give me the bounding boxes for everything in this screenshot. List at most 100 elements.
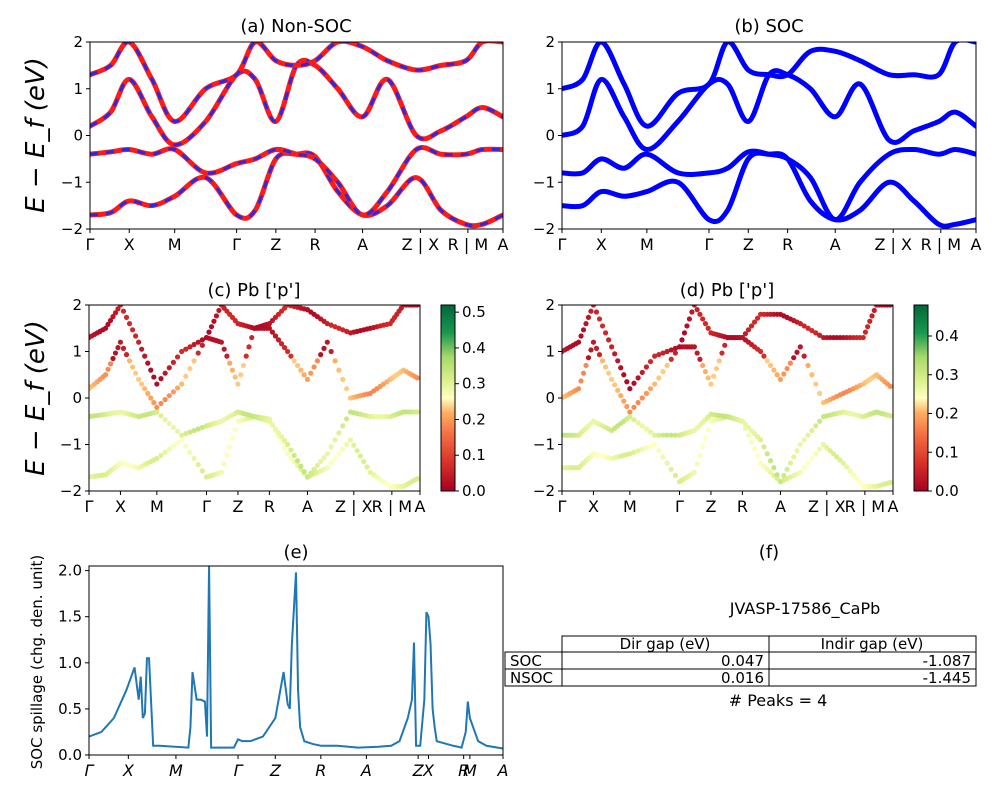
projected-dot [647,386,654,392]
x-tick-label: Z [270,235,281,254]
projected-dot [281,445,288,451]
projected-dot [797,344,803,350]
projected-dot [817,332,823,338]
projected-dot [158,376,164,382]
projected-dot [361,458,367,465]
projected-dot [133,333,139,339]
panel-f-title: (f) [759,542,779,563]
projected-dot [672,350,678,356]
x-tick-label: M [168,235,182,254]
projected-dot [708,381,714,387]
projected-dot [824,445,830,451]
projected-dot [281,345,288,351]
projected-dot [170,389,177,395]
projected-dot [716,358,722,364]
x-tick-label: X [122,761,135,780]
projected-dot [126,321,133,327]
projected-dot [154,404,160,410]
projected-dot [694,307,700,313]
projected-dot [652,381,658,387]
projected-dot [227,444,233,450]
projected-dot [129,327,136,333]
projected-dot [694,461,700,467]
projected-dot [332,437,338,443]
projected-dot [764,358,770,364]
colorbar-tick-label: 0.5 [462,303,486,321]
x-tick-label: Γ [232,235,241,254]
x-tick-label: Γ [85,497,94,516]
projected-dot [179,348,185,355]
projected-dot [183,443,189,449]
ylabel-band-top: E − E_f (eV) [21,57,51,213]
projected-dot [857,479,863,486]
projected-dot [221,461,227,467]
projected-dot [887,383,893,389]
panel-d-title: (d) Pb ['p'] [680,280,775,301]
x-tick-label: R [315,761,326,780]
info-panel: JVASP-17586_CaPb Dir gap (eV) Indir gap … [504,599,977,710]
projected-dot [318,458,324,465]
band-line [90,145,503,218]
projected-dot [681,330,688,336]
x-tick-label: Z [232,497,243,516]
y-tick-label: 0.0 [58,746,82,764]
projected-dot [301,469,307,475]
projected-dot [668,347,674,353]
x-tick-label: X [124,235,135,254]
projected-dot [652,441,658,448]
projected-dot [583,362,589,369]
projected-dot [639,395,645,401]
projected-dot [668,466,674,472]
projected-dot [794,349,800,355]
projected-dot [871,307,877,314]
projected-dot [249,334,255,341]
projected-dot [191,341,197,348]
projected-dot [593,345,600,351]
projected-dot [191,427,197,434]
projected-dot [120,308,127,314]
projected-dot [151,400,157,406]
projected-dot [767,469,774,475]
projected-dot [771,367,777,373]
projected-dot [344,386,350,392]
projected-dot [136,376,142,382]
projected-dot [664,432,670,438]
projected-dot [272,333,279,339]
x-tick-label: Γ [558,497,567,516]
projected-dot [117,339,124,345]
projected-dot [615,387,621,393]
x-tick-label: Z [412,761,425,780]
projected-dot [304,474,311,480]
projected-dot [224,452,230,458]
projected-dot [291,452,297,458]
projected-dot [817,390,823,396]
projected-dot [179,437,185,443]
projected-dot [739,334,745,341]
y-tick-label: 1 [72,343,82,361]
projected-dot [656,448,662,454]
x-tick-label: X [588,497,599,516]
projected-dot [575,339,582,345]
x-tick-label: R [458,761,469,780]
projected-dot [834,454,840,460]
projected-dot [652,353,658,359]
projected-dot [336,367,342,373]
projected-dot [298,367,304,373]
x-tick-label: Γ [202,497,211,516]
projected-dot [170,443,177,449]
projected-dot [291,358,297,364]
projected-dot [357,453,364,459]
projected-dot [115,306,121,312]
band-line [90,57,503,148]
projected-dot [787,460,793,466]
projected-dot [639,423,645,429]
projected-dot [229,435,236,441]
projected-dot [314,462,320,469]
projected-dot [414,305,420,308]
projected-dot [647,429,654,435]
projected-dot [827,448,833,454]
projected-dot [117,305,124,308]
x-tick-label: Z | X [808,497,846,516]
projected-dot [269,329,276,335]
